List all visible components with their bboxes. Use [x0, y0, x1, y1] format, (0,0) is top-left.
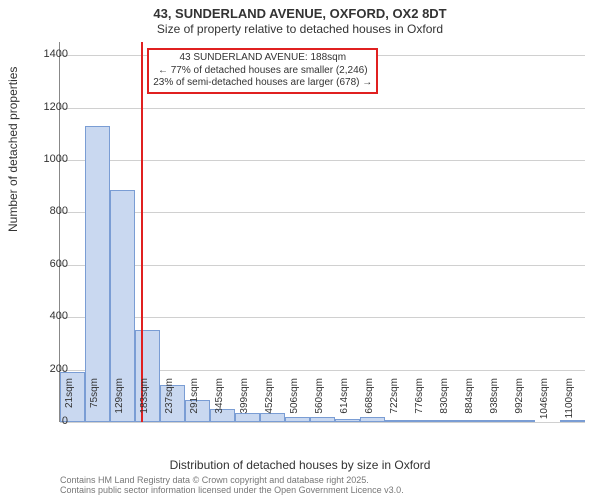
x-tick-label: 506sqm [289, 378, 300, 426]
x-tick-label: 668sqm [364, 378, 375, 426]
annotation-line: 23% of semi-detached houses are larger (… [153, 77, 372, 90]
x-tick-label: 345sqm [214, 378, 225, 426]
grid-line [60, 212, 585, 213]
page-subtitle: Size of property relative to detached ho… [0, 22, 600, 36]
x-tick-label: 75sqm [89, 378, 100, 426]
annotation-line: 43 SUNDERLAND AVENUE: 188sqm [153, 52, 372, 65]
x-tick-label: 1100sqm [564, 378, 575, 426]
y-tick-label: 600 [28, 258, 68, 270]
y-tick-label: 800 [28, 205, 68, 217]
y-tick-label: 200 [28, 363, 68, 375]
grid-line [60, 265, 585, 266]
chart-page: 43, SUNDERLAND AVENUE, OXFORD, OX2 8DT S… [0, 0, 600, 500]
x-tick-label: 830sqm [439, 378, 450, 426]
grid-line [60, 160, 585, 161]
footer-attribution: Contains HM Land Registry data © Crown c… [60, 476, 404, 496]
y-tick-label: 400 [28, 310, 68, 322]
x-tick-label: 776sqm [414, 378, 425, 426]
x-tick-label: 722sqm [389, 378, 400, 426]
y-tick-label: 0 [28, 415, 68, 427]
y-tick-label: 1000 [28, 153, 68, 165]
x-tick-label: 560sqm [314, 378, 325, 426]
chart-plot-area: 43 SUNDERLAND AVENUE: 188sqm← 77% of det… [60, 42, 585, 422]
footer-line-2: Contains public sector information licen… [60, 486, 404, 496]
y-tick-label: 1400 [28, 48, 68, 60]
x-tick-label: 884sqm [464, 378, 475, 426]
x-tick-label: 183sqm [139, 378, 150, 426]
x-axis-label: Distribution of detached houses by size … [0, 458, 600, 472]
annotation-line: ← 77% of detached houses are smaller (2,… [153, 65, 372, 78]
y-tick-label: 1200 [28, 101, 68, 113]
x-tick-label: 452sqm [264, 378, 275, 426]
x-tick-label: 1046sqm [539, 378, 550, 426]
x-tick-label: 938sqm [489, 378, 500, 426]
property-marker-line [141, 42, 143, 422]
x-tick-label: 291sqm [189, 378, 200, 426]
page-title: 43, SUNDERLAND AVENUE, OXFORD, OX2 8DT [0, 6, 600, 21]
x-tick-label: 129sqm [114, 378, 125, 426]
y-axis-label: Number of detached properties [6, 67, 20, 232]
grid-line [60, 108, 585, 109]
x-tick-label: 992sqm [514, 378, 525, 426]
x-tick-label: 399sqm [239, 378, 250, 426]
grid-line [60, 317, 585, 318]
x-tick-label: 21sqm [64, 378, 75, 426]
annotation-callout: 43 SUNDERLAND AVENUE: 188sqm← 77% of det… [147, 48, 378, 94]
x-tick-label: 614sqm [339, 378, 350, 426]
x-tick-label: 237sqm [164, 378, 175, 426]
